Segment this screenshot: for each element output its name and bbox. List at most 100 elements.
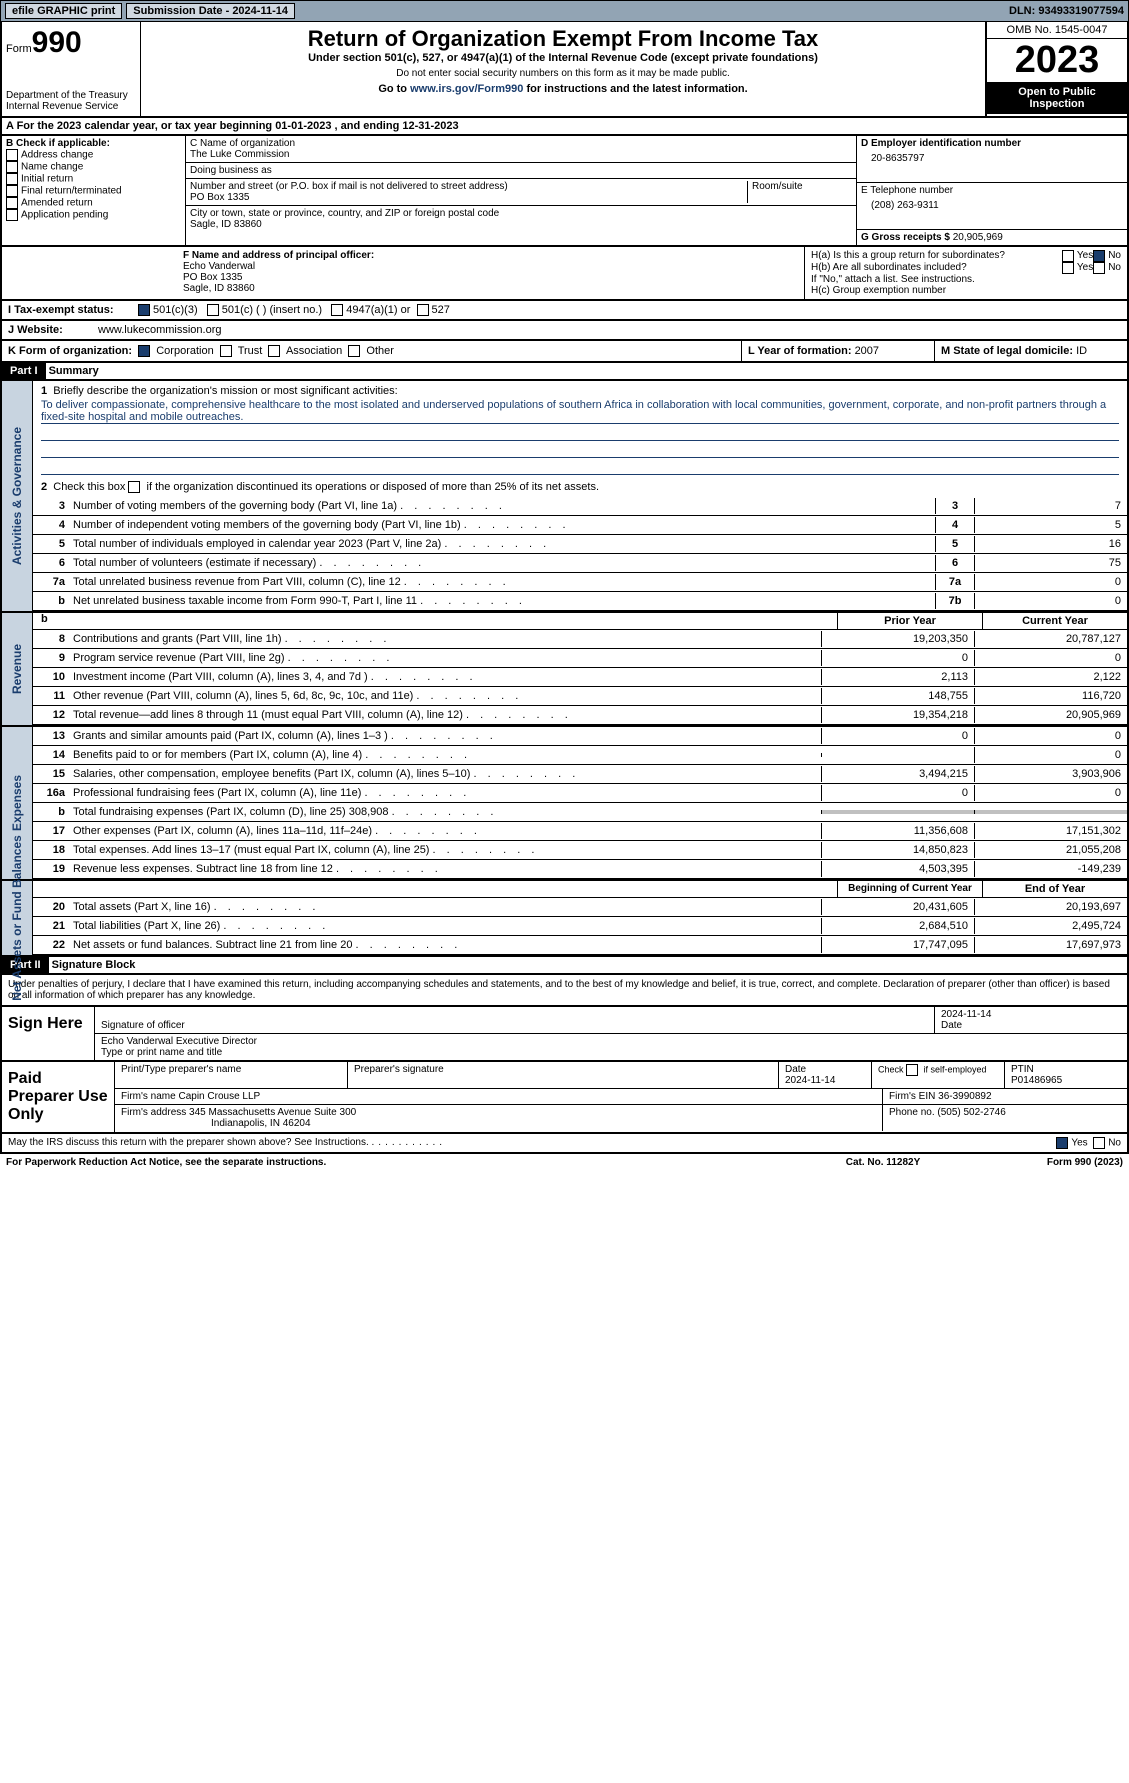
part-1-header: Part I Summary [0,363,1129,381]
ein-label: D Employer identification number [861,138,1123,149]
checkbox-app-pending[interactable] [6,209,18,221]
line-1-label: Briefly describe the organization's miss… [53,385,397,397]
discuss-no: No [1108,1138,1121,1149]
opt-amended: Amended return [21,198,93,209]
gross-receipts-value: 20,905,969 [953,232,1003,243]
opt-corp: Corporation [156,345,213,357]
top-toolbar: efile GRAPHIC print Submission Date - 20… [0,0,1129,22]
prep-name-header: Print/Type preparer's name [115,1062,348,1088]
line-16a: 16aProfessional fundraising fees (Part I… [33,784,1127,803]
corp-checkbox[interactable]: ✔ [138,345,150,357]
mission-blank-1 [41,426,1119,441]
part-2-header: Part II Signature Block [0,957,1129,975]
perjury-declaration: Under penalties of perjury, I declare th… [0,975,1129,1007]
501c3-checkbox[interactable]: ✔ [138,304,150,316]
officer-label: F Name and address of principal officer: [183,250,798,261]
row-j-website: J Website: www.lukecommission.org [0,321,1129,341]
dots: ........... [372,1137,447,1148]
end-year-header: End of Year [982,881,1127,897]
sig-date-label: Date [941,1020,1121,1031]
hb-label: H(b) Are all subordinates included? [811,262,1062,274]
line-19: 19Revenue less expenses. Subtract line 1… [33,860,1127,879]
efile-print-button[interactable]: efile GRAPHIC print [5,3,122,19]
website-label: J Website: [8,324,98,336]
trust-checkbox[interactable] [220,345,232,357]
checkbox-amended[interactable] [6,197,18,209]
ha-label: H(a) Is this a group return for subordin… [811,250,1062,262]
opt-4947: 4947(a)(1) or [346,304,410,316]
city-label: City or town, state or province, country… [190,208,852,219]
checkbox-address-change[interactable] [6,149,18,161]
row-i-tax-status: I Tax-exempt status: ✔ 501(c)(3) 501(c) … [0,301,1129,321]
org-name-label: C Name of organization [190,138,852,149]
box-b-label: B Check if applicable: [6,138,181,149]
exp-side-label: Expenses [10,775,24,831]
527-checkbox[interactable] [417,304,429,316]
entity-info-block: B Check if applicable: Address change Na… [0,136,1129,247]
opt-501c3: 501(c)(3) [153,304,198,316]
gross-receipts-label: G Gross receipts $ [861,232,953,243]
ha-yes-checkbox[interactable] [1062,250,1074,262]
firm-ein-label: Firm's EIN [889,1091,938,1102]
pra-notice: For Paperwork Reduction Act Notice, see … [6,1157,783,1168]
4947-checkbox[interactable] [331,304,343,316]
rev-blank-header: b [33,613,837,629]
firm-phone-label: Phone no. [889,1107,937,1118]
officer-name: Echo Vanderwal [183,261,798,272]
footer-row: For Paperwork Reduction Act Notice, see … [0,1154,1129,1171]
ha-no-checkbox[interactable]: ✔ [1093,250,1105,262]
checkbox-name-change[interactable] [6,161,18,173]
mission-blank-2 [41,443,1119,458]
line-2-text: Check this box if the organization disco… [53,481,599,493]
self-employed-checkbox[interactable] [906,1064,918,1076]
discuss-preparer-row: May the IRS discuss this return with the… [0,1134,1129,1154]
open-to-public: Open to Public Inspection [987,82,1127,114]
goto-suffix: for instructions and the latest informat… [523,83,747,95]
ptin-header: PTIN [1011,1064,1034,1075]
ag-line-4: 4Number of independent voting members of… [33,516,1127,535]
opt-trust: Trust [238,345,263,357]
line-2-checkbox[interactable] [128,481,140,493]
hb-no-checkbox[interactable] [1093,262,1105,274]
part-2-tag: Part II [2,957,49,973]
tax-year: 2023 [987,39,1127,82]
checkbox-final-return[interactable] [6,185,18,197]
checkbox-initial-return[interactable] [6,173,18,185]
domicile-value: ID [1076,345,1087,357]
sig-officer-label: Signature of officer [101,1020,928,1031]
irs-link[interactable]: www.irs.gov/Form990 [410,83,523,95]
tax-status-label: I Tax-exempt status: [8,304,138,316]
part-1-tag: Part I [2,363,46,379]
ag-line-6: 6Total number of volunteers (estimate if… [33,554,1127,573]
firm-addr-2: Indianapolis, IN 46204 [121,1118,311,1129]
omb-number: OMB No. 1545-0047 [987,22,1127,39]
form-org-label: K Form of organization: [8,345,132,357]
hb-yes: Yes [1077,262,1093,274]
discuss-no-checkbox[interactable] [1093,1137,1105,1149]
other-checkbox[interactable] [348,345,360,357]
hb-yes-checkbox[interactable] [1062,262,1074,274]
discuss-yes-checkbox[interactable]: ✔ [1056,1137,1068,1149]
form-title: Return of Organization Exempt From Incom… [145,26,981,52]
activities-governance-section: Activities & Governance 1 Briefly descri… [0,381,1129,613]
opt-assoc: Association [286,345,342,357]
domicile-label: M State of legal domicile: [941,345,1076,357]
goto-prefix: Go to [378,83,410,95]
ag-line-7a: 7aTotal unrelated business revenue from … [33,573,1127,592]
sig-date-value: 2024-11-14 [941,1009,1121,1020]
dba-label: Doing business as [190,165,852,176]
line-20: 20Total assets (Part X, line 16) . . . .… [33,898,1127,917]
discuss-yes: Yes [1071,1138,1087,1149]
city-value: Sagle, ID 83860 [190,219,852,230]
line-12: 12Total revenue—add lines 8 through 11 (… [33,706,1127,725]
sign-here-label: Sign Here [2,1007,95,1060]
org-name: The Luke Commission [190,149,852,160]
ag-line-b: bNet unrelated business taxable income f… [33,592,1127,611]
line-21: 21Total liabilities (Part X, line 26) . … [33,917,1127,936]
form-footer: Form 990 (2023) [983,1157,1123,1168]
part-2-title: Signature Block [52,959,136,971]
501c-checkbox[interactable] [207,304,219,316]
opt-527: 527 [432,304,450,316]
assoc-checkbox[interactable] [268,345,280,357]
ag-line-5: 5Total number of individuals employed in… [33,535,1127,554]
